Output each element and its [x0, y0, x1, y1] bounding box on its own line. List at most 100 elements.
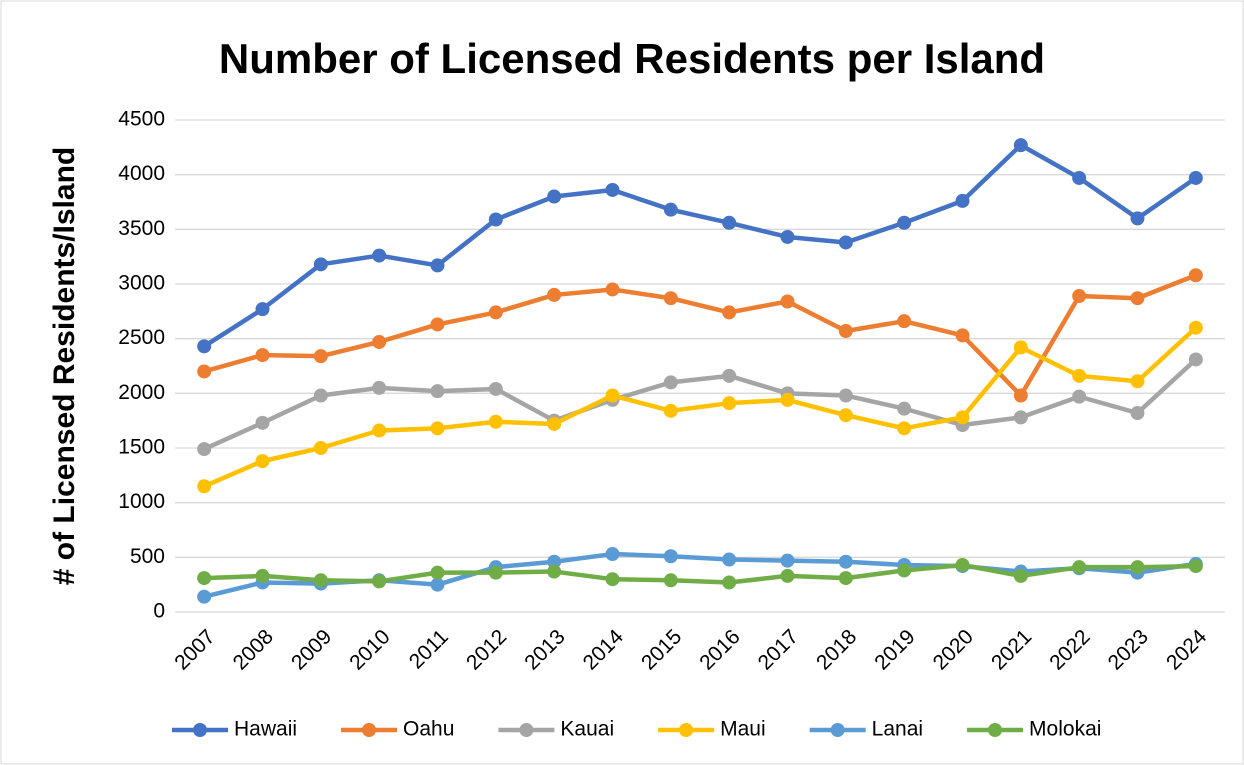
y-tick-label: 1500 [118, 436, 165, 459]
data-point [955, 193, 970, 208]
data-point [547, 554, 562, 569]
data-point [1188, 170, 1203, 185]
legend-label: Oahu [403, 718, 454, 741]
data-point [488, 212, 503, 227]
data-point [663, 549, 678, 564]
data-point [255, 302, 270, 317]
data-point [1013, 138, 1028, 153]
data-point [1013, 568, 1028, 583]
data-point [488, 414, 503, 429]
series-line [203, 273, 1197, 398]
legend-marker [679, 723, 694, 737]
data-point [547, 287, 562, 302]
data-point [1130, 374, 1145, 389]
data-point [780, 553, 795, 568]
data-point [255, 415, 270, 430]
data-point [430, 421, 445, 436]
data-point [722, 575, 737, 590]
data-point [197, 339, 212, 354]
series-line [203, 357, 1198, 452]
y-tick-label: 1000 [118, 490, 165, 513]
y-tick-label: 3000 [118, 272, 165, 295]
legend-label: Hawaii [234, 718, 297, 741]
data-point [197, 479, 212, 494]
data-point [197, 442, 212, 457]
series-line [203, 326, 1198, 489]
y-tick-label: 2500 [118, 326, 165, 349]
data-point [780, 568, 795, 583]
data-point [313, 388, 328, 403]
data-point [255, 568, 270, 583]
data-point [372, 574, 387, 589]
data-point [430, 317, 445, 332]
y-tick-label: 2000 [118, 381, 165, 404]
data-point [1188, 320, 1203, 335]
y-tick-label: 4500 [118, 108, 165, 131]
data-point [197, 589, 212, 604]
data-point [255, 454, 270, 469]
data-point [838, 388, 853, 403]
data-point [547, 416, 562, 431]
data-point [1072, 389, 1087, 404]
data-point [430, 384, 445, 399]
legend-marker [193, 723, 207, 737]
data-point [372, 423, 387, 438]
data-point [488, 305, 503, 320]
data-point [897, 563, 912, 578]
data-point [313, 441, 328, 455]
data-point [722, 215, 737, 230]
data-point [430, 577, 445, 592]
legend-label: Molokai [1029, 718, 1101, 741]
data-point [430, 565, 445, 580]
data-point [722, 552, 737, 567]
data-point [313, 573, 328, 588]
data-point [838, 235, 853, 250]
chart-title: Number of Licensed Residents per Island [219, 35, 1045, 82]
data-point [372, 380, 387, 395]
data-point [897, 215, 912, 230]
data-point [313, 349, 328, 364]
data-point [955, 410, 970, 425]
data-point [1130, 406, 1145, 421]
y-tick-label: 4000 [118, 162, 165, 185]
series-line [204, 562, 1196, 585]
data-point [605, 282, 620, 297]
data-point [1188, 352, 1203, 367]
data-point [1130, 211, 1145, 226]
legend-marker [362, 723, 377, 737]
data-point [1072, 368, 1087, 383]
data-point [780, 294, 795, 309]
data-point [663, 573, 678, 588]
legend-marker [988, 723, 1003, 737]
data-point [897, 401, 912, 416]
data-point [780, 392, 795, 407]
data-point [1188, 559, 1203, 574]
data-point [838, 571, 853, 586]
data-point [1072, 289, 1087, 304]
data-point [197, 571, 212, 586]
data-point [197, 364, 212, 379]
legend-marker [519, 723, 534, 737]
data-point [897, 421, 912, 436]
legend-label: Maui [720, 718, 766, 741]
data-point [955, 328, 970, 343]
y-axis-label: # of Licensed Residents/Island [48, 147, 81, 585]
data-point [372, 248, 387, 263]
y-tick-label: 3500 [118, 217, 165, 240]
data-point [605, 572, 620, 587]
data-point [1188, 268, 1203, 283]
data-point [1072, 170, 1087, 185]
y-tick-label: 500 [130, 545, 165, 568]
data-point [1130, 291, 1145, 306]
data-point [838, 408, 853, 423]
data-point [430, 258, 445, 273]
data-point [488, 565, 503, 580]
data-point [955, 557, 970, 572]
data-point [838, 554, 853, 569]
data-point [1130, 560, 1145, 575]
data-point [722, 305, 737, 320]
data-point [605, 547, 620, 562]
legend-marker [830, 723, 845, 737]
data-point [663, 291, 678, 306]
